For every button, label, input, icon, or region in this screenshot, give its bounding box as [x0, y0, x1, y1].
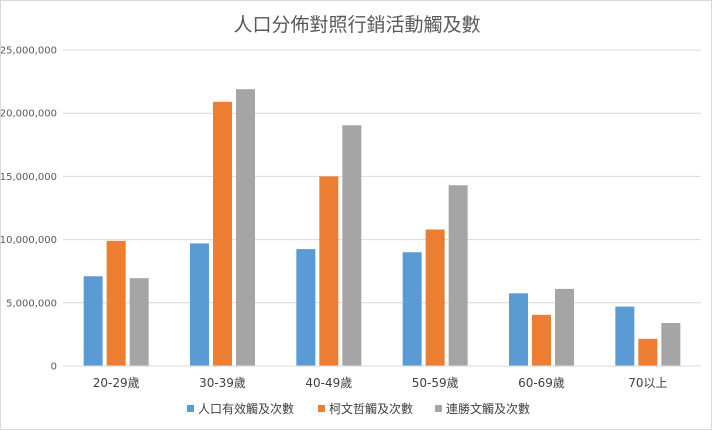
legend-label-2: 柯文哲觸及次數 [329, 401, 413, 416]
bar-2-3 [319, 176, 339, 366]
x-tick-label: 70以上 [628, 376, 667, 390]
chart-title: 人口分佈對照行銷活動觸及數 [233, 14, 480, 36]
bar-3-1 [129, 278, 149, 366]
legend-swatch-1 [187, 405, 194, 412]
bar-2-2 [213, 101, 232, 366]
y-tick-label: 0 [51, 362, 57, 373]
x-tick-label: 30-39歲 [199, 376, 246, 390]
y-axis-ticks: 0 5,000,000 10,000,000 15,000,000 20,000,000… [1, 46, 57, 373]
y-tick-label: 15,000,000 [1, 172, 57, 183]
bar-1-1 [83, 276, 103, 366]
bar-2-1 [106, 240, 126, 366]
x-tick-label: 20-29歲 [93, 376, 140, 390]
bar-1-2 [190, 243, 209, 366]
bar-1-4 [402, 252, 422, 366]
gridlines [63, 49, 701, 304]
x-tick-label: 50-59歲 [412, 376, 459, 390]
legend-label-3: 連勝文觸及次數 [446, 401, 530, 416]
y-tick-label: 5,000,000 [6, 298, 57, 309]
y-tick-label: 20,000,000 [1, 109, 57, 120]
y-tick-label: 10,000,000 [1, 235, 57, 246]
x-tick-label: 60-69歲 [518, 376, 565, 390]
bar-2-4 [425, 229, 445, 366]
bars [83, 89, 681, 367]
bar-3-5 [555, 288, 574, 366]
bar-2-5 [532, 314, 551, 366]
bar-3-4 [448, 185, 468, 366]
legend-label-1: 人口有效觸及次數 [198, 401, 294, 416]
legend-swatch-2 [318, 405, 325, 412]
x-tick-label: 40-49歲 [305, 376, 352, 390]
y-tick-label: 25,000,000 [1, 46, 57, 57]
bar-1-6 [615, 306, 635, 366]
legend-swatch-3 [435, 405, 442, 412]
bar-2-6 [638, 338, 658, 366]
x-axis-ticks: 20-29歲 30-39歲 40-49歲 50-59歲 60-69歲 70以上 [93, 376, 668, 390]
bar-1-3 [296, 249, 316, 366]
bar-3-2 [236, 89, 255, 367]
bar-3-6 [661, 323, 681, 366]
legend: 人口有效觸及次數 柯文哲觸及次數 連勝文觸及次數 [187, 401, 530, 416]
bar-1-5 [509, 293, 528, 366]
bar-3-3 [342, 125, 362, 366]
